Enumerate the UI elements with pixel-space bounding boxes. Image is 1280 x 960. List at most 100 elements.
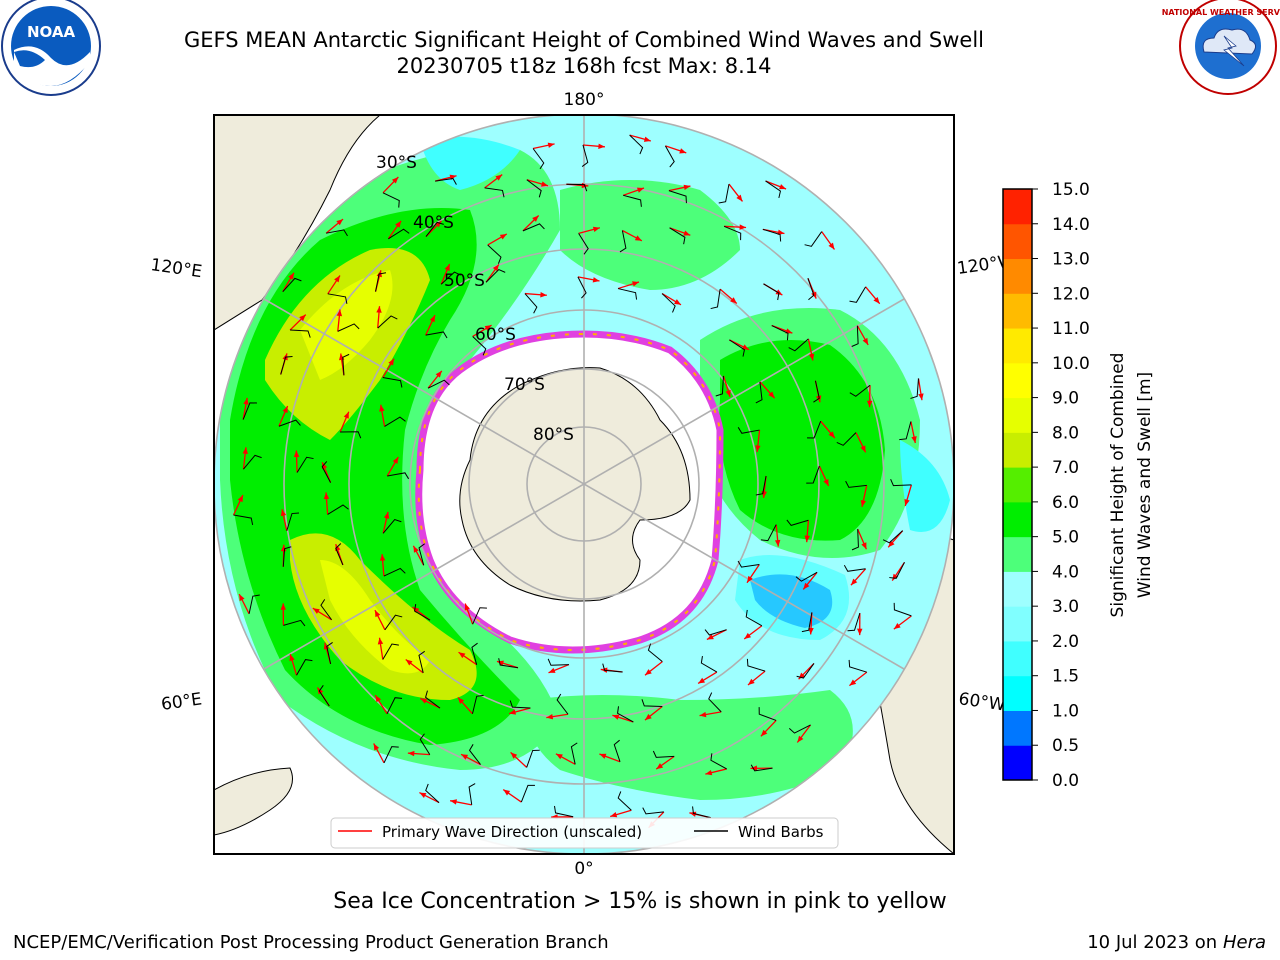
wind-barb: [893, 602, 912, 617]
wind-barb: [427, 379, 450, 389]
wave-arrow-head: [492, 264, 499, 272]
wind-barb: [661, 293, 676, 313]
wind-barb: [468, 783, 476, 805]
wave-arrow-head: [496, 660, 504, 666]
wave-arrow-head: [797, 735, 804, 743]
colorbar-bin: [1003, 328, 1032, 364]
wind-barb: [641, 699, 663, 707]
lon-label-60e: 60°E: [160, 689, 203, 714]
wind-barb: [796, 663, 815, 679]
wind-barb: [629, 134, 644, 155]
wave-arrow-head: [237, 495, 243, 503]
wave-arrow-head: [599, 753, 607, 759]
wind-barb: [321, 461, 332, 483]
wind-barb: [669, 227, 686, 245]
wind-barb: [723, 225, 742, 241]
wave-arrow-head: [299, 314, 306, 322]
wind-barb: [788, 338, 809, 352]
wave-arrow-head: [634, 235, 642, 241]
wind-barb: [786, 519, 809, 526]
wind-barb: [375, 272, 387, 292]
colorbar-bin: [1003, 571, 1032, 607]
wind-barb: [848, 659, 867, 673]
wind-barb: [617, 791, 632, 811]
wind-barb: [296, 659, 313, 676]
wave-arrow-head: [768, 391, 775, 399]
wave-arrow-head: [598, 143, 605, 149]
wind-barb: [771, 325, 789, 341]
wave-arrow-head: [510, 752, 518, 759]
wind-barb: [718, 183, 730, 204]
colorbar-tick-label: 0.0: [1052, 771, 1079, 791]
wind-barb: [383, 567, 406, 577]
wind-barb: [425, 221, 444, 237]
wave-arrow-head: [674, 299, 681, 305]
wave-arrow-head: [873, 297, 880, 304]
wave-arrow-head: [334, 275, 340, 283]
lon-label-0: 0°: [574, 859, 593, 879]
wind-barb: [296, 456, 314, 473]
wind-barb: [745, 609, 763, 627]
lon-label-60w: 60°W: [957, 689, 1006, 715]
wind-barb: [286, 512, 300, 531]
wind-barb: [692, 806, 711, 819]
wave-arrow-head: [548, 667, 556, 673]
wave-arrow-head: [705, 769, 713, 776]
wind-barb: [664, 145, 675, 168]
wave-arrow-head: [904, 499, 910, 506]
wind-barb: [746, 658, 766, 672]
wind-barb: [758, 707, 777, 721]
colorbar-tick-label: 3.0: [1052, 597, 1079, 617]
wave-arrow-head: [405, 659, 413, 666]
wave-arrow-head: [823, 479, 829, 487]
colorbar-label-line-2: Wind Waves and Swell [m]: [1135, 372, 1155, 598]
wave-arrow-head: [828, 431, 835, 439]
wind-barb: [750, 764, 773, 772]
wave-arrow-head: [860, 445, 866, 453]
wind-barb: [851, 325, 859, 347]
wave-arrow-head: [373, 743, 380, 751]
wave-arrow-head: [636, 187, 644, 193]
wave-arrow-head: [343, 411, 349, 419]
wind-barb: [242, 402, 257, 420]
wind-barb: [642, 807, 664, 815]
wind-barb: [882, 530, 904, 544]
colorbar-tick-label: 14.0: [1052, 215, 1090, 235]
wave-arrow-head: [547, 142, 555, 148]
colorbar-bin: [1003, 745, 1032, 781]
wave-arrow-head: [289, 654, 295, 662]
wave-arrow-head: [435, 370, 442, 378]
wave-arrow-head: [699, 711, 707, 718]
wave-arrow-head: [377, 637, 384, 645]
colorbar-bin: [1003, 258, 1032, 294]
wave-arrow-head: [407, 750, 415, 757]
wave-arrow-head: [375, 695, 382, 703]
wind-barb: [617, 706, 634, 723]
wave-arrow-head: [893, 623, 901, 630]
wave-arrow-head: [429, 315, 435, 323]
wind-barb: [386, 697, 403, 715]
wind-barb: [737, 427, 760, 434]
legend-wave-label: Primary Wave Direction (unscaled): [382, 823, 642, 841]
wave-arrow-head: [725, 389, 731, 397]
wind-barb: [566, 183, 588, 192]
title-line-1: GEFS MEAN Antarctic Significant Height o…: [183, 28, 985, 52]
colorbar-tick-label: 1.5: [1052, 667, 1079, 687]
wind-barb: [899, 421, 912, 441]
wind-barb: [418, 650, 425, 673]
wave-arrow-head: [736, 194, 743, 202]
wind-barb: [578, 233, 589, 255]
colorbar-bin: [1003, 501, 1032, 538]
wave-arrow-head: [395, 220, 402, 228]
wave-arrow-head: [413, 545, 419, 553]
wind-barb: [668, 190, 687, 204]
wave-arrow-head: [383, 511, 390, 519]
wind-barb: [806, 465, 820, 484]
wave-arrow-head: [739, 224, 747, 230]
wave-arrow-head: [435, 220, 442, 228]
lon-label-120e: 120°E: [149, 255, 203, 282]
wave-arrow-head: [644, 713, 652, 721]
wave-arrow-head: [804, 535, 810, 543]
wave-arrow-head: [612, 714, 620, 720]
wind-barb: [283, 619, 306, 627]
